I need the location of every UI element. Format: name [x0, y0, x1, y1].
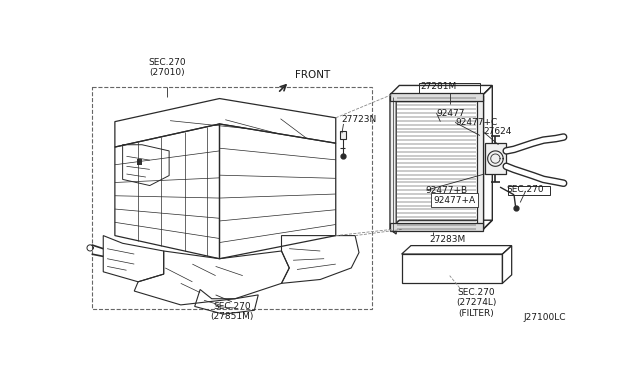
Polygon shape	[390, 95, 396, 234]
Text: 92477+C: 92477+C	[455, 118, 497, 127]
Bar	[508, 186, 550, 195]
Text: J27100LC: J27100LC	[524, 313, 566, 322]
Text: SEC.270
(27010): SEC.270 (27010)	[148, 58, 186, 77]
Text: 27624: 27624	[483, 127, 511, 136]
Text: 92477+B: 92477+B	[426, 186, 468, 195]
Bar	[419, 83, 480, 93]
Text: FRONT: FRONT	[294, 70, 330, 80]
Polygon shape	[340, 131, 346, 139]
Text: SEC.270: SEC.270	[507, 185, 545, 194]
Text: SEC.270
(27851M): SEC.270 (27851M)	[210, 302, 253, 321]
Polygon shape	[477, 95, 483, 230]
Text: 92477+A: 92477+A	[433, 196, 476, 205]
Text: 92477: 92477	[436, 109, 465, 118]
Polygon shape	[390, 223, 483, 231]
Polygon shape	[390, 93, 483, 101]
Bar	[92, 87, 372, 309]
Text: SEC.270
(27274L)
(FILTER): SEC.270 (27274L) (FILTER)	[456, 288, 496, 318]
Polygon shape	[484, 143, 506, 174]
Text: 27283M: 27283M	[429, 235, 466, 244]
Bar	[136, 159, 142, 165]
Text: 27723N: 27723N	[341, 115, 376, 124]
Text: 27281M: 27281M	[420, 83, 457, 92]
